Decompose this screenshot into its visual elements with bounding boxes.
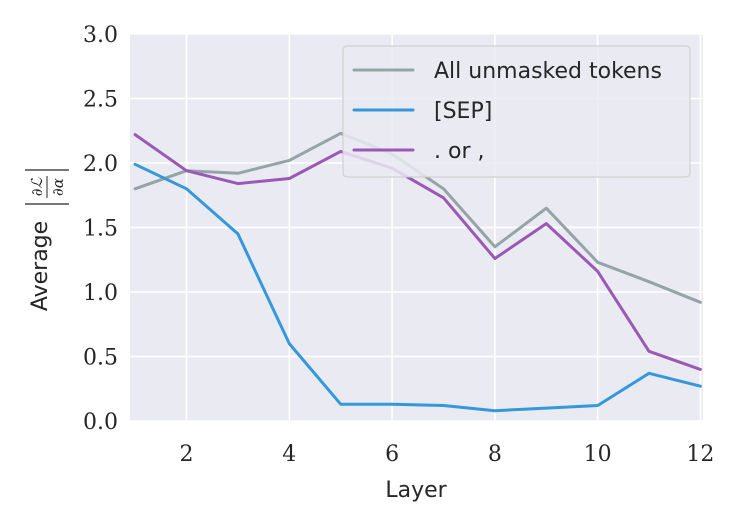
x-tick-label: 8 (488, 442, 502, 467)
series-line-2 (133, 133, 702, 371)
x-tick-labels: 2 4 6 8 10 12 (180, 442, 715, 467)
y-tick-label: 1.5 (83, 217, 118, 242)
y-axis-label: Average ∂ℒ ∂α (25, 169, 69, 311)
x-tick-label: 6 (385, 442, 399, 467)
legend-label: [SEP] (434, 99, 492, 124)
y-axis-label-numerator: ∂ℒ (28, 177, 46, 197)
y-axis-label-denominator: ∂α (49, 178, 67, 196)
y-tick-label: 2.5 (83, 88, 118, 113)
series-line-1 (133, 162, 702, 413)
x-axis-label: Layer (385, 478, 447, 503)
x-tick-label: 2 (180, 442, 194, 467)
y-tick-label: 0.0 (83, 410, 118, 435)
legend-label: . or , (434, 139, 484, 164)
y-tick-label: 0.5 (83, 346, 118, 371)
y-axis-label-prefix: Average (28, 221, 53, 311)
x-tick-label: 4 (282, 442, 296, 467)
y-tick-labels: 0.0 0.5 1.0 1.5 2.0 2.5 3.0 (83, 23, 118, 435)
x-tick-label: 10 (584, 442, 612, 467)
legend: All unmasked tokens [SEP] . or , (342, 45, 691, 178)
legend-box (342, 45, 691, 178)
y-tick-label: 2.0 (83, 152, 118, 177)
legend-label: All unmasked tokens (434, 59, 662, 84)
y-tick-label: 3.0 (83, 23, 118, 48)
x-tick-label: 12 (686, 442, 714, 467)
y-tick-label: 1.0 (83, 281, 118, 306)
